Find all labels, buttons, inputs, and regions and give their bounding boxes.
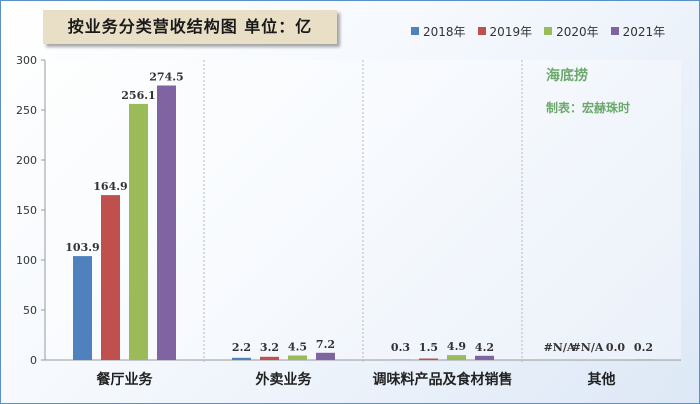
legend-swatch <box>477 27 486 35</box>
data-label: #N/A <box>544 341 576 354</box>
data-label: 103.9 <box>65 241 99 254</box>
legend-swatch <box>544 27 553 35</box>
legend-label: 2018年 <box>423 24 466 39</box>
bar <box>101 195 120 360</box>
legend: 2018年 2019年 2020年 2021年 <box>411 23 665 39</box>
legend-item: 2018年 <box>411 23 466 39</box>
y-tick-label: 250 <box>16 104 37 117</box>
data-label: 1.5 <box>419 341 438 354</box>
bar <box>129 103 148 361</box>
data-label: 4.2 <box>475 341 494 354</box>
data-label: 274.5 <box>149 71 183 84</box>
bar <box>447 355 466 360</box>
x-category-label: 餐厅业务 <box>96 371 154 388</box>
chart-title: 按业务分类营收结构图 单位：亿 <box>67 17 313 36</box>
data-label: 7.2 <box>316 338 335 351</box>
data-label: 164.9 <box>93 180 127 193</box>
bar <box>288 355 307 360</box>
annotation-author: 制表：宏赫珠时 <box>546 99 630 116</box>
data-label: 4.5 <box>288 341 307 354</box>
data-label: 4.9 <box>447 340 466 353</box>
annotation-company: 海底捞 <box>546 65 588 85</box>
legend-item: 2019年 <box>477 23 533 39</box>
title-box: 按业务分类营收结构图 单位：亿 <box>43 10 337 44</box>
x-category-label: 调味料产品及食材销售 <box>373 371 513 388</box>
data-label: 0.0 <box>606 341 625 354</box>
legend-item: 2021年 <box>610 23 666 39</box>
bar <box>232 357 251 360</box>
data-label: 0.3 <box>391 341 410 354</box>
legend-label: 2021年 <box>622 24 666 39</box>
bar <box>316 352 335 360</box>
y-tick-label: 300 <box>16 54 37 67</box>
bar <box>260 356 279 360</box>
y-tick-label: 150 <box>16 204 37 217</box>
bar <box>73 256 92 360</box>
data-label: 256.1 <box>121 89 155 102</box>
x-category-label: 其他 <box>588 371 616 388</box>
data-label: #N/A <box>572 341 604 354</box>
data-label: 3.2 <box>260 341 279 354</box>
y-tick-label: 50 <box>23 304 37 317</box>
y-tick-label: 0 <box>30 354 37 367</box>
bar <box>419 358 438 360</box>
bar <box>475 355 494 360</box>
data-label: 2.2 <box>232 341 251 354</box>
bar <box>157 85 176 360</box>
legend-swatch <box>610 27 619 35</box>
data-label: 0.2 <box>634 341 653 354</box>
y-tick-label: 100 <box>16 254 37 267</box>
legend-item: 2020年 <box>544 23 599 39</box>
legend-swatch <box>411 27 419 35</box>
x-category-label: 外卖业务 <box>256 371 313 388</box>
y-tick-label: 200 <box>16 154 37 167</box>
legend-label: 2020年 <box>556 24 599 39</box>
legend-label: 2019年 <box>489 24 533 39</box>
